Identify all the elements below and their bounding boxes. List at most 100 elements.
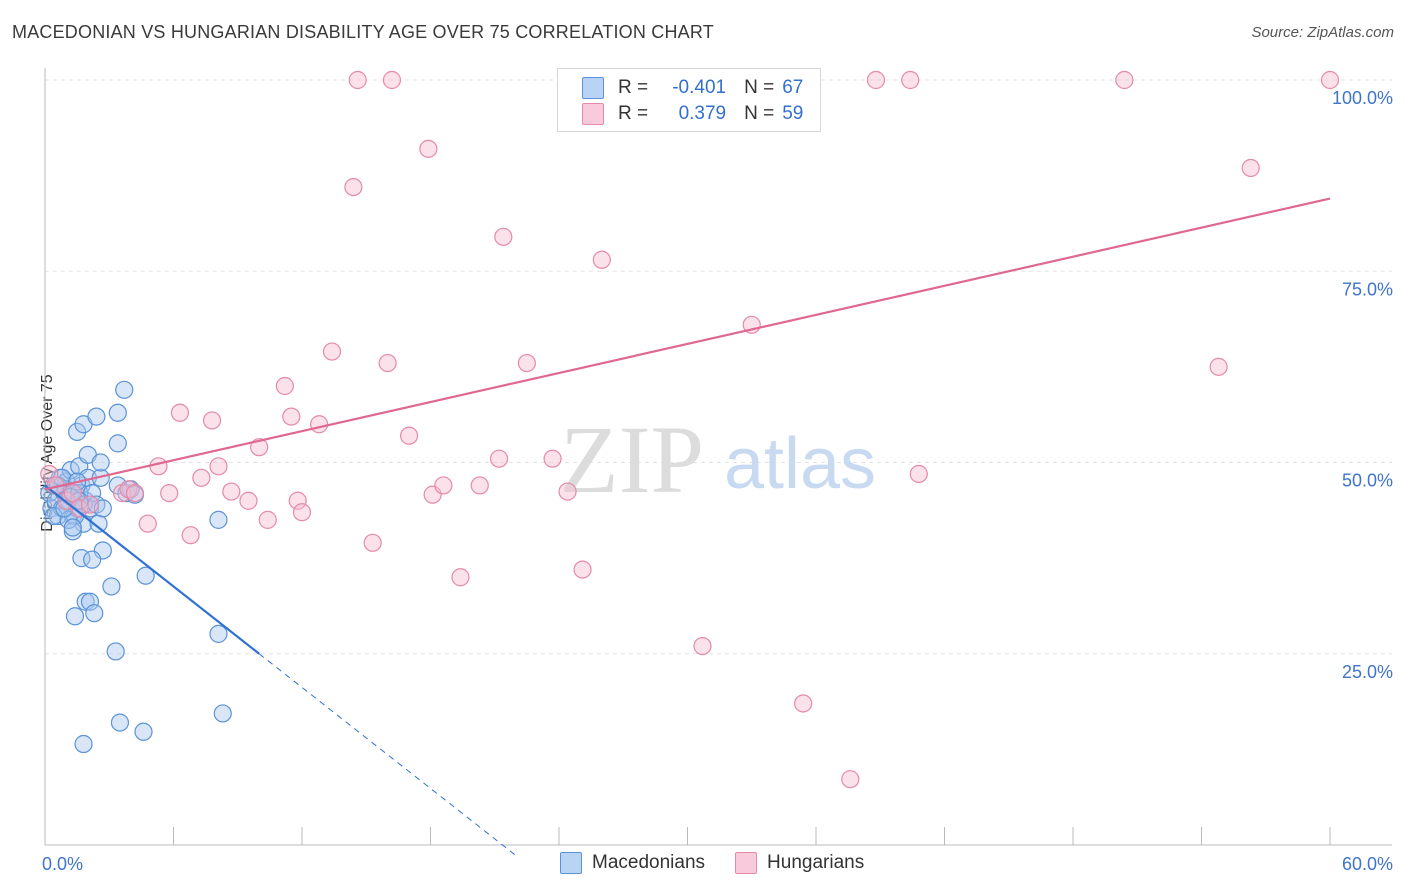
hungarians-point <box>378 353 397 373</box>
macedonians-point <box>110 713 130 732</box>
hungarians-point <box>138 514 157 533</box>
y-tick-label: 50.0% <box>1342 471 1393 491</box>
hungarians-point <box>909 464 928 484</box>
hungarians-point <box>192 468 211 487</box>
hungarians-point <box>470 476 489 495</box>
macedonians-trend-extension <box>258 653 517 857</box>
hungarians-point <box>494 227 513 246</box>
hungarians-point <box>181 526 200 545</box>
macedonians-point <box>63 518 82 537</box>
hungarians-point <box>70 499 89 518</box>
macedonians-point <box>213 704 232 723</box>
hungarians-point <box>558 482 577 501</box>
hungarians-point <box>348 70 367 90</box>
legend-item-macedonians[interactable]: Macedonians <box>560 852 705 874</box>
axes <box>44 68 1392 846</box>
hungarians-point <box>288 491 307 510</box>
hungarians-point <box>517 353 536 373</box>
hungarians-point <box>292 503 312 522</box>
hungarians-point <box>282 407 301 426</box>
legend-row-macedonians: R = -0.401 N = 67 <box>582 76 803 100</box>
legend-n-value: 67 <box>782 77 804 98</box>
hungarians-point <box>399 426 419 445</box>
hungarians-point <box>250 438 269 457</box>
macedonians-point <box>74 734 93 754</box>
legend-r-label: R = <box>618 103 649 124</box>
hungarians-point <box>63 484 82 503</box>
hungarians-point <box>573 560 592 579</box>
legend-n-value: 59 <box>782 103 804 124</box>
legend-swatch-pink <box>735 852 758 874</box>
hungarians-point <box>344 178 363 197</box>
hungarians-point <box>40 464 59 484</box>
legend-row-hungarians: R = 0.379 N = 59 <box>582 102 803 126</box>
hungarians-point <box>239 491 258 510</box>
macedonians-point <box>80 592 100 611</box>
legend-label-hungarians: Hungarians <box>767 852 865 873</box>
correlation-legend: R = -0.401 N = 67 R = 0.379 N = 59 <box>557 68 821 132</box>
chart-title: MACEDONIAN VS HUNGARIAN DISABILITY AGE O… <box>12 22 714 42</box>
hungarians-point <box>592 250 611 269</box>
hungarians-point <box>1115 70 1134 90</box>
hungarians-point <box>866 70 886 90</box>
hungarians-point <box>322 342 342 361</box>
hungarians-point <box>794 694 813 713</box>
hungarians-point <box>419 139 438 158</box>
macedonians-trend-line <box>44 484 260 655</box>
macedonians-point <box>115 380 134 399</box>
legend-item-hungarians[interactable]: Hungarians <box>735 852 864 874</box>
hungarians-point <box>451 568 470 587</box>
watermark: ZIP atlas <box>560 406 876 513</box>
hungarians-point <box>125 484 145 503</box>
macedonians-point <box>65 607 85 626</box>
hungarians-point <box>202 411 222 430</box>
macedonians-point <box>63 522 82 541</box>
legend-r-label: R = <box>618 77 649 98</box>
source-label: Source: ZipAtlas.com <box>1251 24 1394 41</box>
hungarians-point <box>170 403 190 422</box>
hungarians-point <box>841 770 860 789</box>
hungarians-point <box>434 476 453 495</box>
tick-labels: 25.0% 50.0% 75.0% 100.0% 0.0% 60.0% <box>42 88 1393 874</box>
grid-lines <box>45 79 1392 655</box>
legend-swatch-blue <box>560 852 582 874</box>
hungarians-point <box>693 636 712 656</box>
macedonians-point <box>83 550 102 569</box>
macedonians-point <box>134 722 153 741</box>
hungarians-point <box>80 495 100 514</box>
hungarians-point <box>543 449 562 468</box>
hungarians-point <box>222 482 241 501</box>
macedonians-point <box>209 624 228 643</box>
legend-label-macedonians: Macedonians <box>592 852 706 873</box>
hungarians-point <box>901 70 920 90</box>
macedonians-point <box>209 510 228 529</box>
hungarians-point <box>258 510 277 529</box>
hungarians-point <box>1209 357 1228 376</box>
legend-r-value: 0.379 <box>678 103 727 124</box>
legend-n-label: N = <box>744 77 775 98</box>
y-tick-label: 100.0% <box>1332 88 1393 108</box>
hungarians-point <box>310 415 329 434</box>
y-tick-label: 75.0% <box>1342 279 1393 299</box>
hungarians-point <box>1241 158 1260 178</box>
macedonians-point <box>87 407 106 426</box>
x-tick-label: 0.0% <box>42 854 83 874</box>
hungarians-point <box>382 70 402 90</box>
macedonians-point <box>136 566 155 585</box>
macedonians-point <box>91 453 110 472</box>
hungarians-point <box>275 376 294 396</box>
macedonians-points <box>40 380 232 754</box>
hungarians-point <box>1320 70 1340 90</box>
hungarians-trend-line <box>44 197 1331 491</box>
hungarians-point <box>160 484 179 503</box>
macedonians-point <box>108 403 127 422</box>
macedonians-point <box>108 434 127 453</box>
legend-n-label: N = <box>744 103 775 124</box>
macedonians-point <box>102 577 121 596</box>
hungarians-point <box>489 449 509 468</box>
x-tick-label: 60.0% <box>1342 854 1393 874</box>
macedonians-point <box>106 642 125 661</box>
legend-r-value: -0.401 <box>672 77 727 98</box>
watermark-atlas: atlas <box>724 424 876 504</box>
